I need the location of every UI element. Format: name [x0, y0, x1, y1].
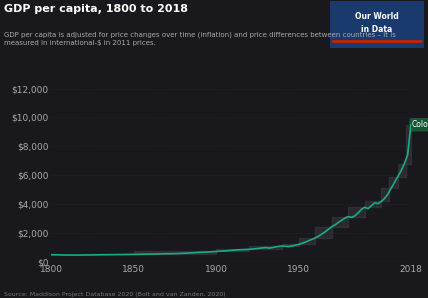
Text: Our World: Our World — [355, 12, 398, 21]
Text: GDP per capita is adjusted for price changes over time (inflation) and price dif: GDP per capita is adjusted for price cha… — [4, 31, 396, 46]
Text: in Data: in Data — [361, 25, 392, 34]
Text: Colombia: Colombia — [412, 120, 428, 129]
Text: GDP per capita, 1800 to 2018: GDP per capita, 1800 to 2018 — [4, 4, 188, 15]
Text: Source: Maddison Project Database 2020 (Bolt and van Zanden, 2020): Source: Maddison Project Database 2020 (… — [4, 291, 226, 297]
